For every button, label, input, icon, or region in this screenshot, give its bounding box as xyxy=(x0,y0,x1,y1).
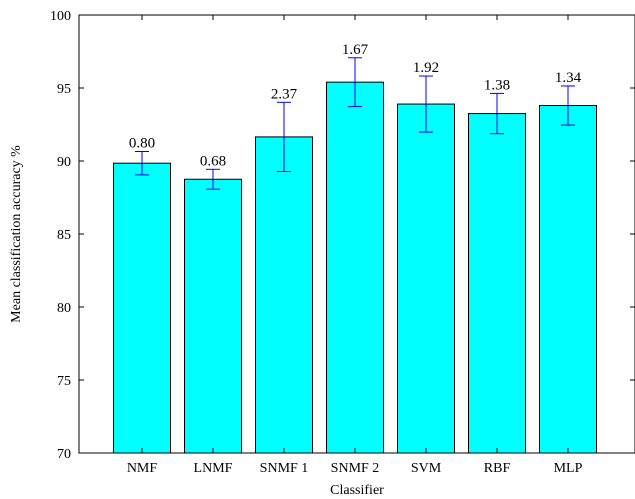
data-label-3: 1.67 xyxy=(342,42,369,58)
y-tick-label-4: 90 xyxy=(57,155,71,170)
bar-4 xyxy=(397,103,455,454)
bars-group xyxy=(113,81,597,454)
bar-6 xyxy=(539,105,597,454)
y-tick-label-5: 95 xyxy=(57,82,71,97)
x-tick-label-0: NMF xyxy=(127,461,158,476)
bar-2 xyxy=(255,136,313,454)
x-tick-label-2: SNMF 1 xyxy=(260,461,309,476)
y-tick-label-1: 75 xyxy=(57,374,71,389)
x-tick-label-6: MLP xyxy=(554,461,583,476)
x-tick-label-3: SNMF 2 xyxy=(331,461,380,476)
data-label-6: 1.34 xyxy=(555,70,582,86)
data-label-2: 2.37 xyxy=(271,86,298,102)
x-axis-title: Classifier xyxy=(330,483,384,498)
bar-0 xyxy=(113,162,171,454)
data-label-4: 1.92 xyxy=(413,60,439,76)
data-label-5: 1.38 xyxy=(484,77,510,93)
data-label-1: 0.68 xyxy=(200,153,226,169)
y-axis-title: Mean classification accuracy % xyxy=(9,145,24,323)
y-tick-label-6: 100 xyxy=(50,9,71,24)
bar-3 xyxy=(326,81,384,454)
x-ticks-group: NMF LNMF SNMF 1 SNMF 2 SVM RBF MLP xyxy=(127,15,583,476)
data-labels-group: 0.80 0.68 2.37 1.67 1.92 1.38 1.34 xyxy=(129,42,582,170)
x-tick-label-1: LNMF xyxy=(194,461,233,476)
data-label-0: 0.80 xyxy=(129,136,155,152)
y-tick-label-2: 80 xyxy=(57,301,71,316)
x-tick-label-5: RBF xyxy=(484,461,511,476)
y-ticks-group: 70 75 80 85 90 95 100 xyxy=(50,9,635,462)
y-tick-label-0: 70 xyxy=(57,447,71,462)
y-tick-label-3: 85 xyxy=(57,228,71,243)
x-tick-label-4: SVM xyxy=(411,461,442,476)
error-bars-group xyxy=(135,57,575,190)
bar-5 xyxy=(468,113,526,454)
bar-1 xyxy=(184,178,242,454)
